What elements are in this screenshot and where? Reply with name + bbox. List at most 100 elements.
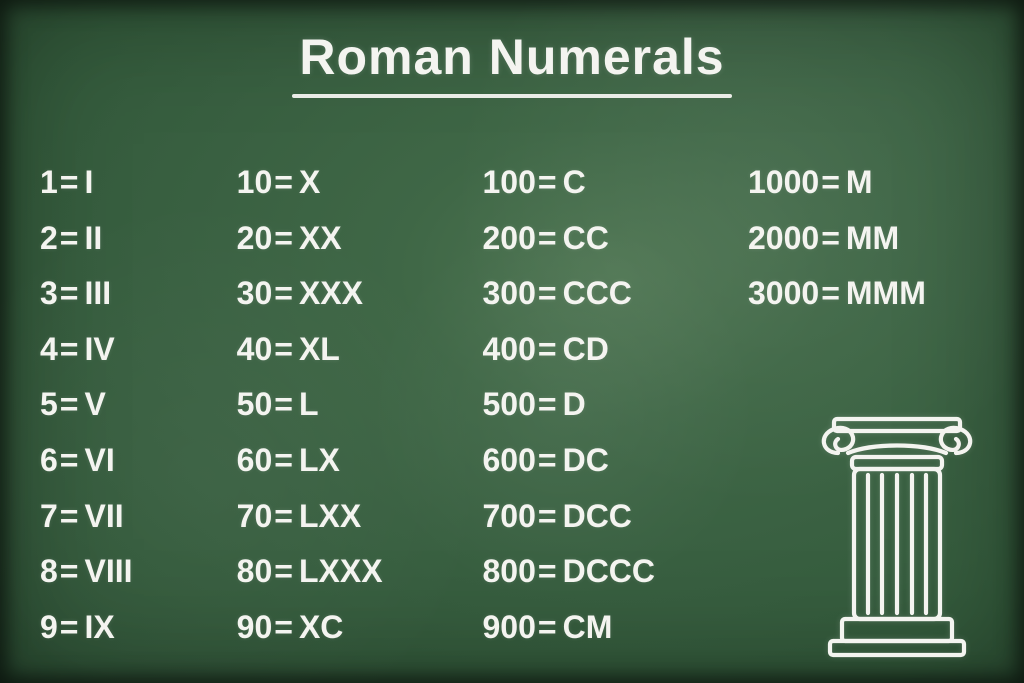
arabic: 1000 (748, 164, 819, 200)
arabic: 200 (483, 220, 536, 256)
roman: MM (846, 220, 899, 256)
separator: = (274, 442, 293, 478)
title-block: Roman Numerals (0, 28, 1024, 98)
numeral-row: 30=XXX (237, 269, 483, 319)
numeral-row: 300=CCC (483, 269, 749, 319)
separator: = (274, 386, 293, 422)
roman: CCC (563, 275, 632, 311)
numeral-row: 100=C (483, 158, 749, 208)
roman: XXX (299, 275, 363, 311)
numeral-row: 3=III (40, 269, 237, 319)
numeral-row: 40=XL (237, 325, 483, 375)
roman: CD (563, 331, 609, 367)
separator: = (538, 331, 557, 367)
roman: IV (84, 331, 114, 367)
numeral-row: 1=I (40, 158, 237, 208)
numeral-row: 20=XX (237, 214, 483, 264)
arabic: 60 (237, 442, 273, 478)
arabic: 70 (237, 498, 273, 534)
separator: = (60, 386, 79, 422)
roman: VII (84, 498, 123, 534)
ionic-column-icon (812, 413, 982, 659)
arabic: 20 (237, 220, 273, 256)
roman: III (84, 275, 111, 311)
arabic: 500 (483, 386, 536, 422)
numeral-row: 400=CD (483, 325, 749, 375)
roman: C (563, 164, 586, 200)
arabic: 300 (483, 275, 536, 311)
numeral-row: 5=V (40, 380, 237, 430)
roman: LX (299, 442, 340, 478)
arabic: 100 (483, 164, 536, 200)
arabic: 5 (40, 386, 58, 422)
arabic: 10 (237, 164, 273, 200)
numeral-row: 80=LXXX (237, 547, 483, 597)
roman: CM (563, 609, 613, 645)
numeral-row: 2000=MM (748, 214, 984, 264)
numeral-row: 70=LXX (237, 492, 483, 542)
arabic: 900 (483, 609, 536, 645)
roman: CC (563, 220, 609, 256)
title-underline (292, 94, 732, 98)
roman: XL (299, 331, 340, 367)
roman: XX (299, 220, 342, 256)
separator: = (538, 164, 557, 200)
roman: DC (563, 442, 609, 478)
separator: = (274, 164, 293, 200)
numeral-row: 500=D (483, 380, 749, 430)
separator: = (538, 275, 557, 311)
numeral-row: 1000=M (748, 158, 984, 208)
numeral-row: 800=DCCC (483, 547, 749, 597)
arabic: 2 (40, 220, 58, 256)
column-hundreds: 100=C 200=CC 300=CCC 400=CD 500=D 600=DC… (483, 158, 749, 663)
roman: IX (84, 609, 114, 645)
separator: = (538, 609, 557, 645)
arabic: 50 (237, 386, 273, 422)
separator: = (821, 164, 840, 200)
numeral-row: 8=VIII (40, 547, 237, 597)
numeral-row: 60=LX (237, 436, 483, 486)
roman: XC (299, 609, 343, 645)
arabic: 2000 (748, 220, 819, 256)
separator: = (538, 220, 557, 256)
arabic: 40 (237, 331, 273, 367)
separator: = (274, 498, 293, 534)
numeral-row: 700=DCC (483, 492, 749, 542)
arabic: 700 (483, 498, 536, 534)
numeral-row: 4=IV (40, 325, 237, 375)
roman: DCCC (563, 553, 655, 589)
arabic: 80 (237, 553, 273, 589)
separator: = (60, 331, 79, 367)
arabic: 400 (483, 331, 536, 367)
arabic: 3 (40, 275, 58, 311)
roman: VIII (84, 553, 132, 589)
arabic: 6 (40, 442, 58, 478)
roman: VI (84, 442, 114, 478)
roman: M (846, 164, 873, 200)
separator: = (274, 609, 293, 645)
arabic: 8 (40, 553, 58, 589)
roman: D (563, 386, 586, 422)
arabic: 4 (40, 331, 58, 367)
separator: = (60, 609, 79, 645)
separator: = (274, 220, 293, 256)
roman: DCC (563, 498, 632, 534)
arabic: 3000 (748, 275, 819, 311)
numeral-row: 50=L (237, 380, 483, 430)
arabic: 90 (237, 609, 273, 645)
numeral-row: 3000=MMM (748, 269, 984, 319)
roman: MMM (846, 275, 926, 311)
roman: LXXX (299, 553, 383, 589)
numeral-row: 600=DC (483, 436, 749, 486)
numeral-row: 6=VI (40, 436, 237, 486)
separator: = (60, 442, 79, 478)
roman: II (84, 220, 102, 256)
separator: = (538, 553, 557, 589)
arabic: 9 (40, 609, 58, 645)
separator: = (60, 220, 79, 256)
separator: = (538, 498, 557, 534)
roman: L (299, 386, 319, 422)
arabic: 600 (483, 442, 536, 478)
column-ones: 1=I 2=II 3=III 4=IV 5=V 6=VI 7=VII 8=VII… (40, 158, 237, 663)
numeral-row: 9=IX (40, 603, 237, 653)
